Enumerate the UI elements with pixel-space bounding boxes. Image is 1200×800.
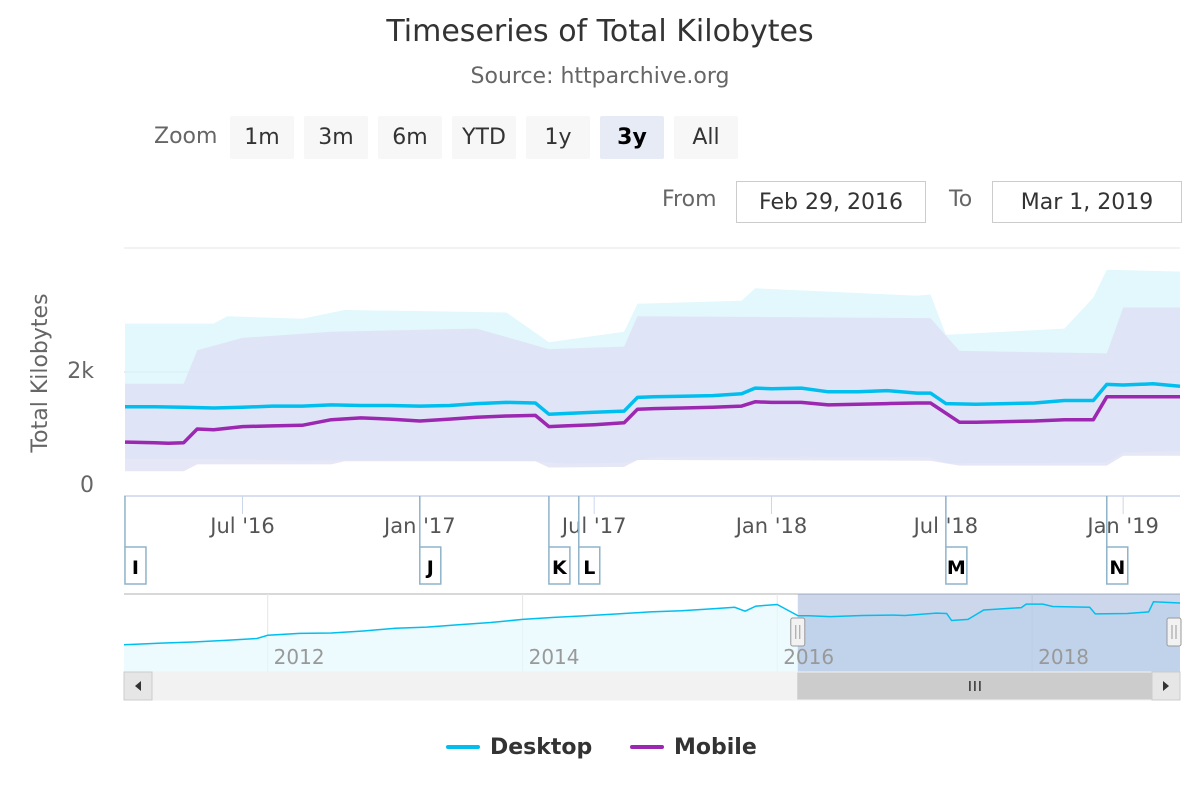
handle-body [1166,617,1182,647]
arrow-right-glyph [1163,681,1169,691]
flag-marker[interactable]: K [548,546,571,585]
mobile-legend-swatch [630,745,664,749]
zoom-1m-button[interactable]: 1m [230,116,294,159]
zoom-3m-button[interactable]: 3m [304,116,368,159]
x-tick-label: Jan '17 [382,514,456,538]
x-tick-label: Jan '18 [734,514,808,538]
zoom-1y-button[interactable]: 1y [526,116,590,159]
legend-label: Desktop [490,734,593,760]
flag-label: L [583,557,595,579]
navigator-right-handle[interactable] [1166,617,1182,647]
legend-item-mobile[interactable]: Mobile [630,732,757,762]
x-tick-label: Jul '17 [560,514,627,538]
flag-box [419,546,442,585]
zoom-ytd-button[interactable]: YTD [452,116,516,159]
from-label: From [662,187,717,212]
flag-box [548,546,571,585]
navigator-left-handle[interactable] [790,617,806,647]
mobile-series-line[interactable] [124,395,1180,446]
to-date-input[interactable]: Mar 1, 2019 [992,181,1182,223]
arrow-left-glyph [135,681,141,691]
flag-marker[interactable]: I [124,546,147,585]
zoom-3y-button[interactable]: 3y [600,116,664,159]
navigator-selection-mask[interactable] [797,594,1180,672]
x-tick-label: Jul '16 [208,514,275,538]
y-tick-label: 0 [80,473,94,498]
x-tick-label: Jan '19 [1085,514,1159,538]
flag-marker[interactable]: N [1106,546,1129,585]
handle-body [790,617,806,647]
flag-box [945,546,968,585]
desktop-series-line[interactable] [125,382,1180,416]
y-tick-label: 2k [67,359,94,384]
flag-label: J [425,557,434,579]
scrollbar-button-right [1151,671,1181,701]
flag-marker[interactable]: M [945,546,968,585]
zoom-label: Zoom [154,124,218,149]
navigator-tick-label: 2012 [274,645,325,669]
scrollbar-thumb[interactable] [797,672,1153,700]
navigator-tick-label: 2018 [1038,645,1089,669]
zoom-6m-button[interactable]: 6m [378,116,442,159]
arrow-right-icon[interactable] [1151,671,1181,701]
flag-label: N [1109,557,1125,579]
flag-label: I [132,557,139,579]
arrow-left-icon[interactable] [123,671,153,701]
navigator-series-area [124,601,1180,672]
mobile-range-band [125,307,1180,472]
chart-subtitle: Source: httparchive.org [470,64,730,89]
navigator-tick-label: 2014 [529,645,580,669]
flag-box [578,546,601,585]
flag-label: M [947,557,966,579]
to-label: To [949,187,973,212]
desktop-legend-swatch [446,745,480,749]
chart-title: Timeseries of Total Kilobytes [386,14,814,49]
navigator-tick-label: 2016 [783,645,834,669]
flag-box [124,546,147,585]
x-tick-label: Jul '18 [912,514,979,538]
flag-marker[interactable]: J [419,546,442,585]
legend-item-desktop[interactable]: Desktop [446,732,592,762]
flag-marker[interactable]: L [578,546,601,585]
flag-label: K [552,557,568,579]
legend-label: Mobile [674,734,757,760]
y-axis-label: Total Kilobytes [28,293,53,453]
navigator-series-line [124,601,1180,646]
flag-box [1106,546,1129,585]
from-date-input[interactable]: Feb 29, 2016 [736,181,926,223]
zoom-all-button[interactable]: All [674,116,738,159]
